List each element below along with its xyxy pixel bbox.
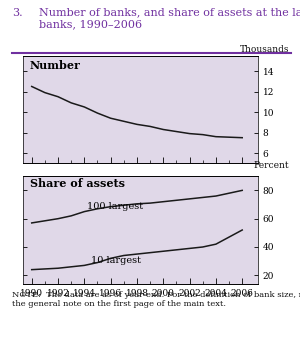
Text: 100 largest: 100 largest bbox=[87, 203, 143, 212]
Text: Number: Number bbox=[30, 60, 80, 71]
Text: Percent: Percent bbox=[254, 161, 290, 170]
Text: Thousands: Thousands bbox=[240, 45, 290, 54]
Text: 10 largest: 10 largest bbox=[91, 256, 141, 265]
Text: Share of assets: Share of assets bbox=[30, 179, 124, 189]
Text: NOTE:  The data are as of year-end. For the definition of bank size, refer to
th: NOTE: The data are as of year-end. For t… bbox=[12, 291, 300, 308]
Text: Number of banks, and share of assets at the largest
banks, 1990–2006: Number of banks, and share of assets at … bbox=[39, 8, 300, 29]
Text: 3.: 3. bbox=[12, 8, 22, 18]
